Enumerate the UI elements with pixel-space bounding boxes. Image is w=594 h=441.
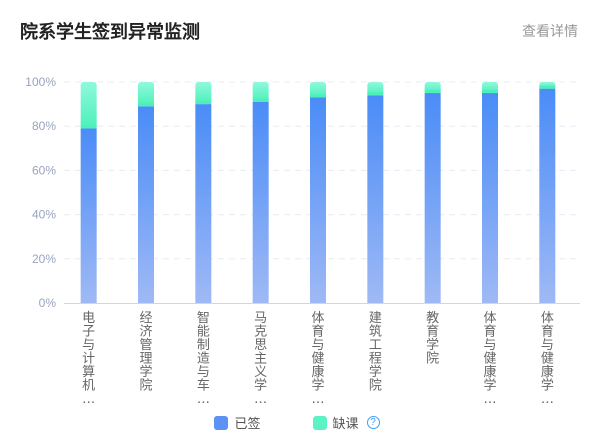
x-category-label-7: 教育学院	[426, 310, 439, 367]
bar-absent-1[interactable]	[80, 82, 97, 129]
x-category-label-8: 体育与健康学…	[483, 311, 496, 407]
question-circle-icon[interactable]: ?	[366, 416, 380, 429]
legend-label-absent: 缺课	[332, 416, 359, 431]
x-category-label-6: 建筑工程学院	[369, 311, 382, 394]
bar-signed-2[interactable]	[138, 106, 154, 303]
bar-absent-join-7	[424, 90, 441, 94]
bar-absent-join-3	[195, 101, 212, 105]
y-tick-label: 60%	[32, 163, 56, 177]
bar-absent-join-2	[138, 103, 154, 107]
x-category-label-3: 智能制造与车…	[197, 311, 210, 407]
legend-swatch-signed	[214, 415, 229, 430]
legend-item-signed[interactable]: 已签	[214, 413, 261, 432]
bar-absent-join-4	[252, 98, 269, 102]
legend-label-signed: 已签	[234, 416, 261, 431]
bar-signed-8[interactable]	[482, 93, 498, 303]
bar-absent-join-1	[80, 125, 97, 129]
bar-absent-join-8	[482, 90, 498, 94]
x-category-label-2: 经济管理学院	[139, 311, 152, 394]
bar-signed-7[interactable]	[424, 93, 441, 303]
bar-signed-3[interactable]	[195, 104, 212, 303]
y-tick-label: 100%	[25, 75, 56, 89]
x-category-label-4: 马克思主义学…	[254, 311, 267, 407]
bar-absent-2[interactable]	[138, 82, 154, 107]
bar-absent-join-9	[539, 85, 556, 89]
bar-absent-6[interactable]	[367, 82, 384, 96]
chart-legend: 已签 缺课 ?	[0, 413, 594, 432]
y-tick-label: 20%	[32, 252, 56, 266]
view-details-link[interactable]: 查看详情	[522, 23, 578, 39]
bar-absent-3[interactable]	[195, 82, 212, 105]
bar-signed-9[interactable]	[539, 88, 556, 303]
chart-title: 院系学生签到异常监测	[20, 22, 200, 42]
bar-signed-1[interactable]	[80, 128, 97, 303]
bar-signed-4[interactable]	[252, 101, 269, 303]
bar-absent-join-5	[310, 94, 326, 98]
x-category-label-5: 体育与健康学…	[311, 311, 324, 407]
y-tick-label: 80%	[32, 119, 56, 133]
bar-signed-5[interactable]	[310, 97, 326, 303]
legend-swatch-absent	[312, 415, 327, 430]
x-category-label-9: 体育与健康学…	[541, 311, 554, 407]
bar-absent-join-6	[367, 92, 384, 96]
bar-absent-4[interactable]	[252, 82, 269, 102]
y-tick-label: 0%	[39, 296, 57, 310]
legend-item-absent[interactable]: 缺课 ?	[312, 413, 380, 432]
y-tick-label: 40%	[32, 208, 56, 222]
bar-absent-5[interactable]	[310, 82, 326, 98]
bar-signed-6[interactable]	[367, 95, 384, 303]
x-category-label-1: 电子与计算机…	[82, 311, 95, 407]
